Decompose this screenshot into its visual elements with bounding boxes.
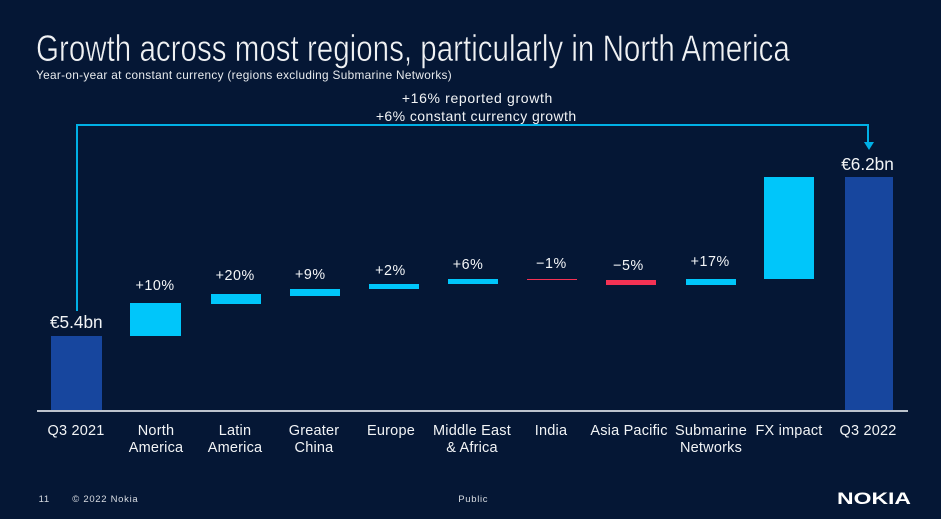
svg-text:NOKIA: NOKIA (837, 492, 911, 505)
